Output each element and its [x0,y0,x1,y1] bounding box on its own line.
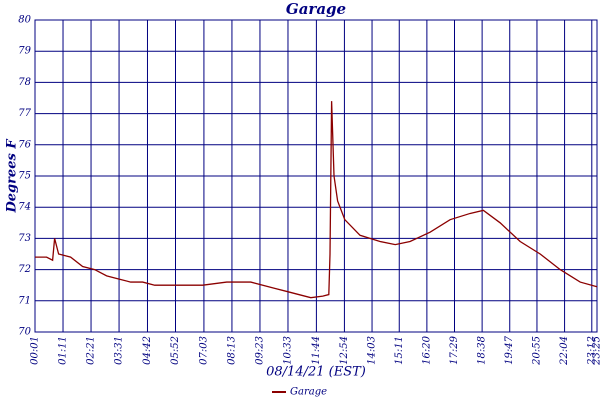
legend-label: Garage [290,387,327,398]
y-tick-label: 73 [18,233,31,244]
x-tick-label: 23:12 [586,336,597,366]
x-tick-label: 17:29 [449,335,460,364]
y-tick-label: 71 [18,295,31,306]
x-tick-label: 22:04 [559,336,570,366]
x-tick-label: 05:52 [170,336,181,365]
x-tick-label: 23:25 [592,336,600,366]
data-line [35,101,598,299]
x-tick-label: 09:23 [254,336,265,365]
x-tick-label: 01:11 [58,336,69,365]
x-tick-label: 20:55 [531,336,542,366]
y-tick-label: 75 [18,171,31,182]
chart-title: Garage [286,0,346,18]
x-tick-label: 07:03 [198,336,209,365]
y-tick-label: 77 [18,108,31,119]
y-tick-label: 76 [18,139,31,150]
x-tick-label: 02:21 [86,336,97,365]
x-tick-label: 12:54 [339,336,350,365]
x-tick-label: 10:33 [282,336,293,365]
y-tick-label: 79 [18,46,31,57]
x-tick-label: 04:42 [142,336,153,365]
y-tick-label: 74 [18,202,31,213]
x-tick-label: 14:03 [367,336,378,365]
y-tick-label: 78 [18,77,31,88]
x-tick-label: 08:13 [226,336,237,365]
y-tick-label: 80 [18,15,31,26]
x-tick-label: 19:47 [504,335,515,364]
x-tick-label: 11:44 [311,336,322,365]
x-tick-label: 03:31 [114,336,125,365]
y-tick-label: 72 [18,264,31,275]
x-tick-label: 18:38 [477,336,488,365]
x-axis-label: 08/14/21 (EST) [266,365,366,380]
y-axis-label: Degrees F [5,139,20,214]
x-tick-label: 00:01 [30,336,41,365]
y-tick-label: 70 [18,327,31,338]
x-tick-label: 16:20 [421,335,432,364]
x-tick-label: 15:11 [394,336,405,365]
